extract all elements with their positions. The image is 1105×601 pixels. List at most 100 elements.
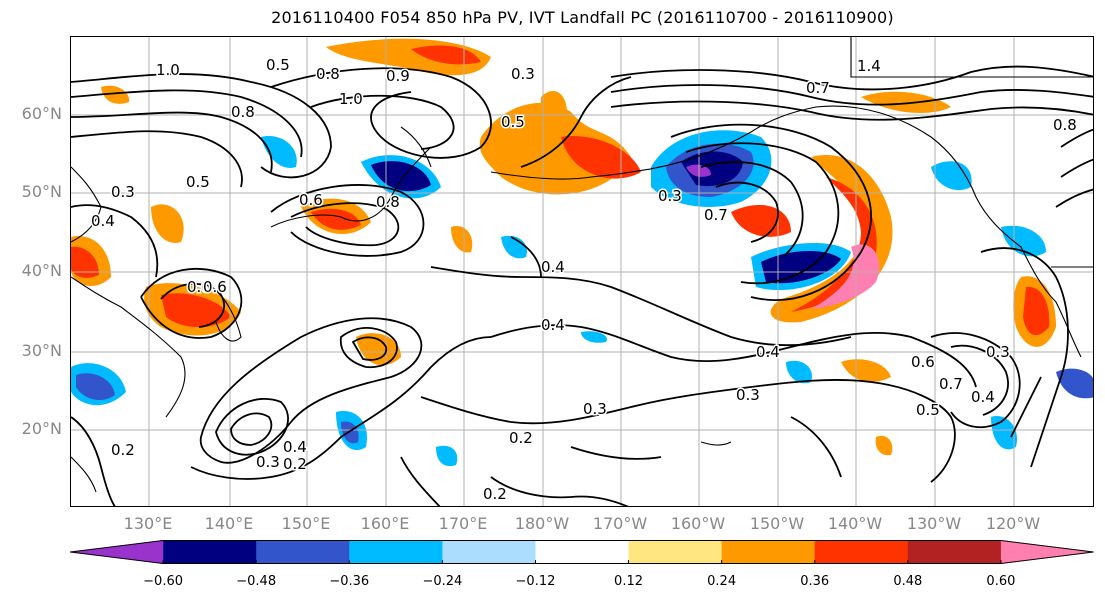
lat-label-50n: 50°N (21, 182, 62, 201)
contour-line (290, 202, 400, 247)
contour-label: 0.6 (911, 353, 935, 371)
contour-line (270, 184, 425, 257)
contour-line (71, 416, 116, 506)
contour-line (310, 94, 455, 150)
contour-line (790, 416, 842, 478)
coastline (71, 456, 97, 493)
coastline (490, 171, 632, 180)
contour-label: 0.7 (704, 206, 728, 224)
contour-label: 0.2 (283, 455, 307, 473)
lat-label-60n: 60°N (21, 104, 62, 123)
contour-line (71, 89, 303, 158)
contour-label: 0.7 (806, 79, 830, 97)
coastline (400, 126, 432, 168)
contour-line (140, 267, 243, 339)
contour-line (215, 397, 289, 456)
contour-line (71, 130, 243, 188)
contour-line (610, 100, 1093, 121)
lon-label-130w: 130°W (906, 514, 962, 533)
pv-positive-region (875, 435, 893, 456)
colorbar-tick-label: −0.60 (143, 574, 183, 589)
colorbar-swatch (256, 540, 350, 564)
contour-label: 0.5 (501, 113, 525, 131)
contour-line (510, 236, 542, 278)
contour-label: 0.5 (266, 56, 290, 74)
pv-positive-region (161, 293, 231, 328)
contour-line (610, 84, 1093, 106)
pv-positive-region (101, 85, 130, 104)
contour-label: 0.2 (509, 429, 533, 447)
contour-line (610, 65, 1093, 91)
colorbar-tick-label: −0.36 (329, 574, 370, 589)
contour-label: 0.3 (986, 343, 1010, 361)
contour-label: 0.5 (186, 173, 210, 191)
lon-label-130e: 130°E (123, 514, 173, 533)
lon-label-180w: 180°W (514, 514, 570, 533)
pv-positive-region (311, 208, 361, 230)
contour-label: 0.3 (111, 183, 135, 201)
contour-line (339, 327, 398, 369)
contour-label: 0.3 (736, 386, 760, 404)
contour-label: 0.8 (1053, 116, 1077, 134)
colorbar-swatch (349, 540, 443, 564)
contour-line (715, 181, 779, 243)
contour-label: 1.0 (339, 90, 363, 108)
contour-label: 0.8 (231, 103, 255, 121)
lon-label-160e: 160°E (360, 514, 410, 533)
lon-label-150e: 150°E (281, 514, 331, 533)
colorbar (70, 540, 1094, 564)
pv-positive-region (71, 246, 99, 278)
lat-label-40n: 40°N (21, 261, 62, 280)
map-panel: 1.0 0.5 0.8 1.0 0.8 0.9 0.5 0.3 1.4 0.7 0.8 0.5 0.4 0… (70, 36, 1094, 507)
lon-label-170e: 170°E (438, 514, 488, 533)
contour-line (160, 283, 225, 328)
pv-positive-region (451, 226, 473, 253)
contour-line (930, 332, 1021, 429)
contour-line (1060, 158, 1093, 178)
contour-label: 0.8 (316, 65, 340, 83)
pv-negative-region (261, 136, 297, 168)
contour-label: 0.3 (256, 453, 280, 471)
colorbar-tick-label: −0.24 (422, 574, 463, 589)
colorbar-swatch (1000, 540, 1094, 564)
contour-label: 0.8 (376, 193, 400, 211)
coastline (270, 146, 432, 228)
contour-line (400, 456, 441, 506)
contour-label: 0.4 (91, 212, 115, 230)
colorbar-swatch (814, 540, 909, 564)
pv-positive-region (356, 333, 401, 366)
coastline (630, 105, 1082, 358)
colorbar-tick-label: 0.12 (614, 574, 644, 589)
contour-label: 0.2 (111, 441, 135, 459)
colorbar-tick-label: 0.36 (800, 574, 830, 589)
graticule (71, 37, 1093, 506)
contour-label: 0.3 (511, 65, 535, 83)
contour-line (351, 336, 388, 361)
contour-line (190, 336, 492, 480)
pv-positive-region (861, 91, 951, 113)
lat-label-20n: 20°N (21, 419, 62, 438)
contour-label: 0.6 (299, 191, 323, 209)
contour-line (1055, 188, 1093, 208)
contour-label: 0.3 (658, 187, 682, 205)
colorbar-swatch (163, 540, 257, 564)
pv-negative-region (681, 151, 743, 187)
pv-negative-region (501, 235, 527, 259)
contour-labels: 1.0 0.5 0.81.00.80.90.50.3 1.40.70.80.50.40… (90, 55, 1079, 505)
lat-label-30n: 30°N (21, 341, 62, 360)
contour-line (700, 161, 804, 258)
pv-positive-region (841, 359, 891, 382)
colorbar-tick-label: −0.12 (515, 574, 556, 589)
contour-label: 0.4 (971, 388, 995, 406)
lon-label-150w: 150°W (749, 514, 805, 533)
contour-line (420, 379, 956, 483)
contour-line (230, 412, 273, 446)
contour-label: 0.6 (203, 278, 227, 296)
lon-label-120w: 120°W (985, 514, 1041, 533)
pv-negative-region (786, 360, 812, 384)
colorbar-tick-label: 0.60 (986, 574, 1016, 589)
contour-label: 1.4 (857, 57, 881, 75)
contour-label: 0.3 (583, 400, 607, 418)
pv-negative-region (436, 445, 458, 467)
lon-label-170w: 170°W (592, 514, 648, 533)
